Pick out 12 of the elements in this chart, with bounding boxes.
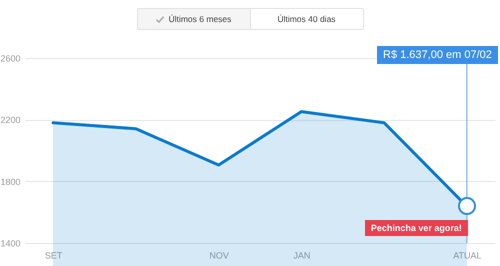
y-tick-label: 2600 <box>0 54 21 64</box>
text: Últimos 40 dias <box>276 13 337 26</box>
annotation: R$ 1.637,00 em 07/02 <box>377 46 498 64</box>
text: Últimos 6 meses <box>138 9 250 29</box>
y-tick-label: 2200 <box>0 115 21 126</box>
x-tick-label: SET <box>44 250 63 260</box>
y-tick-label: 1800 <box>0 176 21 187</box>
annotation: Pechincha ver agora! <box>364 220 468 236</box>
x-tick-label: JAN <box>293 250 310 260</box>
x-tick-label: ATUAL <box>453 250 482 260</box>
x-tick-label: NOV <box>209 250 229 260</box>
y-tick-label: 1400 <box>0 238 21 248</box>
